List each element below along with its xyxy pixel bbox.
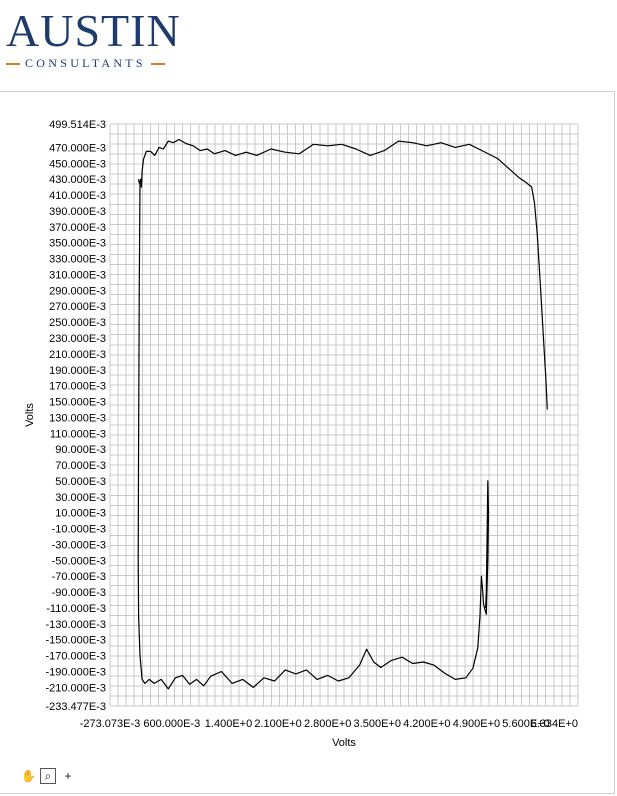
y-tick-label: 50.000E-3 bbox=[55, 476, 106, 488]
y-tick-label: 370.000E-3 bbox=[49, 222, 106, 234]
y-tick-label: -150.000E-3 bbox=[45, 635, 106, 647]
y-tick-label: -210.000E-3 bbox=[45, 682, 106, 694]
y-tick-label: -190.000E-3 bbox=[45, 666, 106, 678]
y-tick-label: 350.000E-3 bbox=[49, 238, 106, 250]
y-tick-label: -90.000E-3 bbox=[52, 587, 106, 599]
pan-hand-icon[interactable]: ✋ bbox=[21, 769, 36, 783]
y-tick-label: 310.000E-3 bbox=[49, 269, 106, 281]
y-tick-label: 110.000E-3 bbox=[50, 428, 106, 440]
x-tick-label: 2.100E+0 bbox=[254, 718, 301, 730]
y-tick-label: 130.000E-3 bbox=[49, 412, 106, 424]
x-tick-label: 3.500E+0 bbox=[354, 718, 401, 730]
y-tick-label: 290.000E-3 bbox=[49, 285, 106, 297]
y-tick-label: 230.000E-3 bbox=[49, 333, 106, 345]
chart-toolbar: ✋ ⌕ + bbox=[20, 768, 76, 784]
x-tick-label: 1.400E+0 bbox=[205, 718, 252, 730]
x-tick-label: 2.800E+0 bbox=[304, 718, 351, 730]
x-tick-label: 4.900E+0 bbox=[453, 718, 500, 730]
logo-sub-row: CONSULTANTS bbox=[6, 56, 190, 71]
y-tick-label: 330.000E-3 bbox=[49, 254, 106, 266]
zoom-icon[interactable]: ⌕ bbox=[40, 768, 56, 784]
x-tick-label: -273.073E-3 bbox=[80, 718, 141, 730]
series-line bbox=[137, 183, 490, 690]
y-tick-label: 250.000E-3 bbox=[49, 317, 106, 329]
logo-right-dash bbox=[150, 62, 165, 65]
y-tick-label: 450.000E-3 bbox=[49, 158, 106, 170]
y-tick-label: 390.000E-3 bbox=[49, 206, 106, 218]
company-logo: AUSTIN CONSULTANTS bbox=[6, 8, 190, 71]
y-tick-label: 170.000E-3 bbox=[49, 381, 106, 393]
y-tick-label: -233.477E-3 bbox=[45, 701, 106, 713]
y-tick-label: 70.000E-3 bbox=[55, 460, 106, 472]
logo-sub-text: CONSULTANTS bbox=[25, 56, 146, 70]
y-tick-label: 210.000E-3 bbox=[49, 349, 106, 361]
y-tick-label: 410.000E-3 bbox=[49, 190, 106, 202]
y-tick-label: -10.000E-3 bbox=[52, 524, 106, 536]
logo-main-text: AUSTIN bbox=[6, 5, 181, 56]
y-tick-label: 430.000E-3 bbox=[49, 174, 106, 186]
y-tick-label: -50.000E-3 bbox=[52, 555, 106, 567]
y-axis-label: Volts bbox=[24, 403, 36, 427]
chart-frame bbox=[0, 91, 615, 794]
y-tick-label: -110.000E-3 bbox=[46, 603, 106, 615]
y-tick-label: 270.000E-3 bbox=[49, 301, 106, 313]
y-tick-label: -130.000E-3 bbox=[45, 619, 106, 631]
x-tick-label: 4.200E+0 bbox=[403, 718, 450, 730]
y-tick-label: 190.000E-3 bbox=[49, 365, 106, 377]
y-tick-label: 499.514E-3 bbox=[49, 119, 106, 131]
y-tick-label: 470.000E-3 bbox=[49, 142, 106, 154]
y-tick-label: 150.000E-3 bbox=[49, 397, 106, 409]
y-tick-label: 10.000E-3 bbox=[55, 508, 106, 520]
x-tick-label: 6.334E+0 bbox=[531, 718, 578, 730]
series-line bbox=[138, 138, 548, 410]
y-tick-label: 90.000E-3 bbox=[55, 444, 106, 456]
logo-left-dash bbox=[6, 62, 20, 65]
y-tick-label: -70.000E-3 bbox=[52, 571, 106, 583]
x-axis-label: Volts bbox=[332, 737, 356, 749]
y-tick-label: -30.000E-3 bbox=[52, 539, 106, 551]
x-tick-label: 5.600E+0 bbox=[502, 718, 549, 730]
crosshair-icon[interactable]: + bbox=[64, 769, 72, 783]
y-tick-label: -170.000E-3 bbox=[45, 651, 106, 663]
y-tick-label: 30.000E-3 bbox=[55, 492, 106, 504]
x-tick-label: 600.000E-3 bbox=[143, 718, 200, 730]
